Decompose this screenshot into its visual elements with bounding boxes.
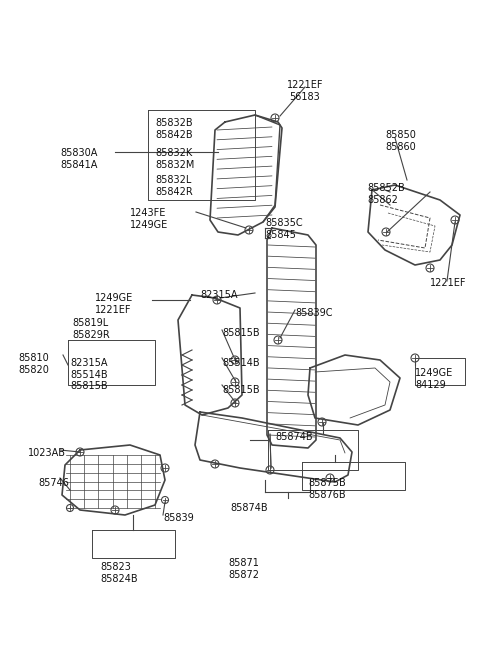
Text: 85871
85872: 85871 85872: [228, 558, 259, 580]
Text: 85832B
85842B: 85832B 85842B: [155, 118, 192, 140]
Text: 85874B: 85874B: [230, 503, 268, 513]
Text: 85819L
85829R: 85819L 85829R: [72, 318, 110, 339]
Circle shape: [271, 114, 279, 122]
Text: 1243FE
1249GE: 1243FE 1249GE: [130, 208, 168, 230]
Text: 85815B: 85815B: [222, 385, 260, 395]
Circle shape: [426, 264, 434, 272]
Circle shape: [318, 418, 326, 426]
Text: 82315A
85514B
85815B: 82315A 85514B 85815B: [70, 358, 108, 391]
Circle shape: [211, 460, 219, 468]
Circle shape: [213, 296, 221, 304]
Text: 85875B
85876B: 85875B 85876B: [308, 478, 346, 500]
Circle shape: [111, 506, 119, 514]
Circle shape: [266, 466, 274, 474]
Text: 85830A
85841A: 85830A 85841A: [60, 148, 97, 170]
Text: 85874B: 85874B: [275, 432, 312, 442]
Circle shape: [76, 448, 84, 456]
Text: 85810
85820: 85810 85820: [18, 353, 49, 375]
Text: 85815B: 85815B: [222, 328, 260, 338]
Circle shape: [451, 216, 459, 224]
Circle shape: [382, 228, 390, 236]
Text: 85839C: 85839C: [295, 308, 333, 318]
Text: 85832K
85832M: 85832K 85832M: [155, 148, 194, 170]
Circle shape: [161, 464, 169, 472]
Text: 1221EF: 1221EF: [430, 278, 467, 288]
Text: 82315A: 82315A: [200, 290, 238, 300]
Circle shape: [231, 356, 239, 364]
Circle shape: [326, 474, 334, 482]
Circle shape: [67, 504, 73, 512]
Circle shape: [411, 354, 419, 362]
Text: 85839: 85839: [163, 513, 194, 523]
Text: 1249GE
84129: 1249GE 84129: [415, 368, 453, 390]
Text: 85832L
85842R: 85832L 85842R: [155, 175, 193, 196]
Text: 1221EF
56183: 1221EF 56183: [287, 80, 323, 102]
Circle shape: [274, 336, 282, 344]
Text: 85852B
85862: 85852B 85862: [367, 183, 405, 204]
Text: 85835C
85845: 85835C 85845: [265, 218, 302, 240]
Text: 1249GE
1221EF: 1249GE 1221EF: [95, 293, 133, 314]
Circle shape: [161, 496, 168, 504]
Circle shape: [245, 226, 253, 234]
Circle shape: [231, 399, 239, 407]
Text: 85514B: 85514B: [222, 358, 260, 368]
Circle shape: [231, 378, 239, 386]
Text: 85850
85860: 85850 85860: [385, 130, 416, 151]
Text: 85746: 85746: [38, 478, 69, 488]
Text: 1023AB: 1023AB: [28, 448, 66, 458]
Text: 85823
85824B: 85823 85824B: [100, 562, 138, 584]
